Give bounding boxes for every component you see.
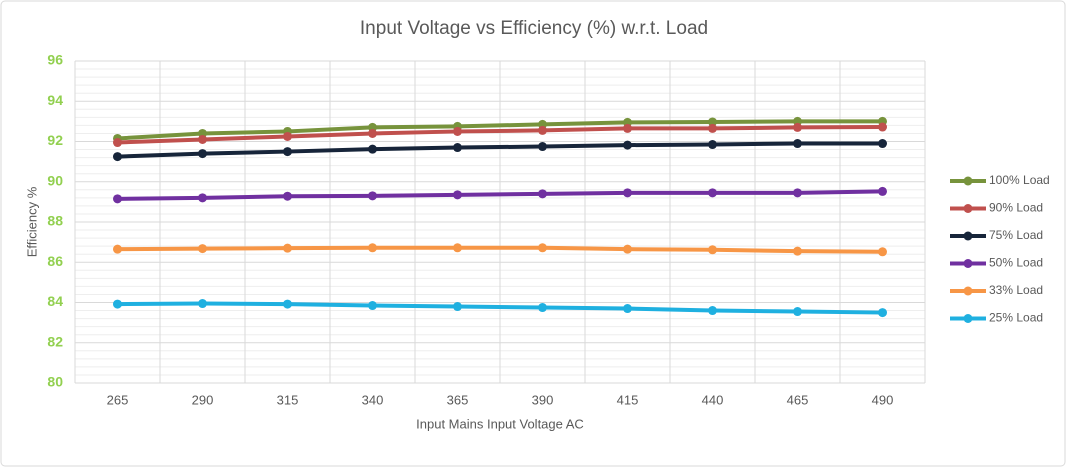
point <box>708 306 717 316</box>
point <box>538 125 547 135</box>
chart-title: Input Voltage vs Efficiency (%) w.r.t. L… <box>360 18 708 39</box>
point <box>623 244 632 254</box>
point <box>198 134 207 144</box>
point <box>708 123 717 133</box>
y-tick-label: 88 <box>47 213 63 229</box>
x-tick-label: 465 <box>787 392 809 407</box>
point <box>283 299 292 309</box>
point <box>198 299 207 309</box>
series-line <box>117 125 883 145</box>
point <box>878 308 887 318</box>
legend-marker <box>963 176 973 186</box>
point <box>878 122 887 132</box>
point <box>368 128 377 138</box>
point <box>368 243 377 253</box>
x-tick-label: 265 <box>107 392 129 407</box>
x-tick-label: 490 <box>872 392 894 407</box>
series-line <box>117 189 883 201</box>
point <box>453 243 462 253</box>
point <box>113 194 122 204</box>
point <box>538 142 547 152</box>
point <box>623 123 632 133</box>
point <box>453 190 462 200</box>
point <box>708 188 717 198</box>
point <box>113 152 122 162</box>
point <box>368 301 377 311</box>
series-line <box>117 301 883 315</box>
point <box>283 131 292 141</box>
y-tick-label: 80 <box>47 374 63 390</box>
point <box>878 186 887 196</box>
point <box>113 138 122 148</box>
point <box>623 140 632 150</box>
point <box>538 189 547 199</box>
point <box>708 117 717 127</box>
y-tick-label: 86 <box>47 253 63 269</box>
y-tick-label: 84 <box>47 293 63 309</box>
point <box>283 147 292 157</box>
series-line <box>117 119 883 141</box>
point <box>283 191 292 201</box>
legend-marker <box>963 231 973 241</box>
point <box>708 140 717 150</box>
y-tick-label: 96 <box>47 52 63 68</box>
legend-label: 75% Load <box>989 228 1043 242</box>
y-tick-label: 94 <box>47 92 63 108</box>
legend-marker <box>963 204 973 213</box>
series-line <box>117 245 883 254</box>
y-axis-label: Efficiency % <box>24 186 39 257</box>
legend-label: 50% Load <box>989 256 1043 270</box>
y-tick-label: 82 <box>47 333 63 349</box>
point <box>538 243 547 253</box>
legend-label: 25% Load <box>989 311 1043 325</box>
point <box>623 304 632 314</box>
point <box>878 139 887 149</box>
legend-label: 33% Load <box>989 283 1043 297</box>
legend-marker <box>963 286 973 296</box>
point <box>538 303 547 313</box>
x-tick-label: 415 <box>617 392 639 407</box>
point <box>793 246 802 256</box>
point <box>198 193 207 203</box>
series-line <box>117 141 883 159</box>
point <box>283 243 292 253</box>
point <box>198 244 207 254</box>
point <box>198 149 207 159</box>
point <box>453 302 462 312</box>
y-tick-label: 90 <box>47 172 63 188</box>
point <box>453 126 462 136</box>
point <box>113 244 122 254</box>
x-tick-label: 365 <box>447 392 469 407</box>
point <box>623 188 632 198</box>
point <box>793 307 802 317</box>
y-tick-label: 92 <box>47 132 63 148</box>
point <box>793 122 802 132</box>
point <box>793 139 802 149</box>
point <box>878 247 887 257</box>
point <box>453 143 462 153</box>
legend-label: 90% Load <box>989 201 1043 215</box>
x-tick-label: 440 <box>702 392 724 407</box>
x-tick-label: 390 <box>532 392 554 407</box>
x-tick-label: 340 <box>362 392 384 407</box>
point <box>368 144 377 154</box>
x-tick-label: 290 <box>192 392 214 407</box>
x-axis-label: Input Mains Input Voltage AC <box>416 416 584 431</box>
legend-marker <box>963 314 973 323</box>
legend-label: 100% Load <box>989 173 1050 187</box>
point <box>368 191 377 201</box>
legend-marker <box>963 259 973 268</box>
point <box>793 188 802 198</box>
point <box>113 299 122 309</box>
x-tick-label: 315 <box>277 392 299 407</box>
point <box>708 245 717 255</box>
